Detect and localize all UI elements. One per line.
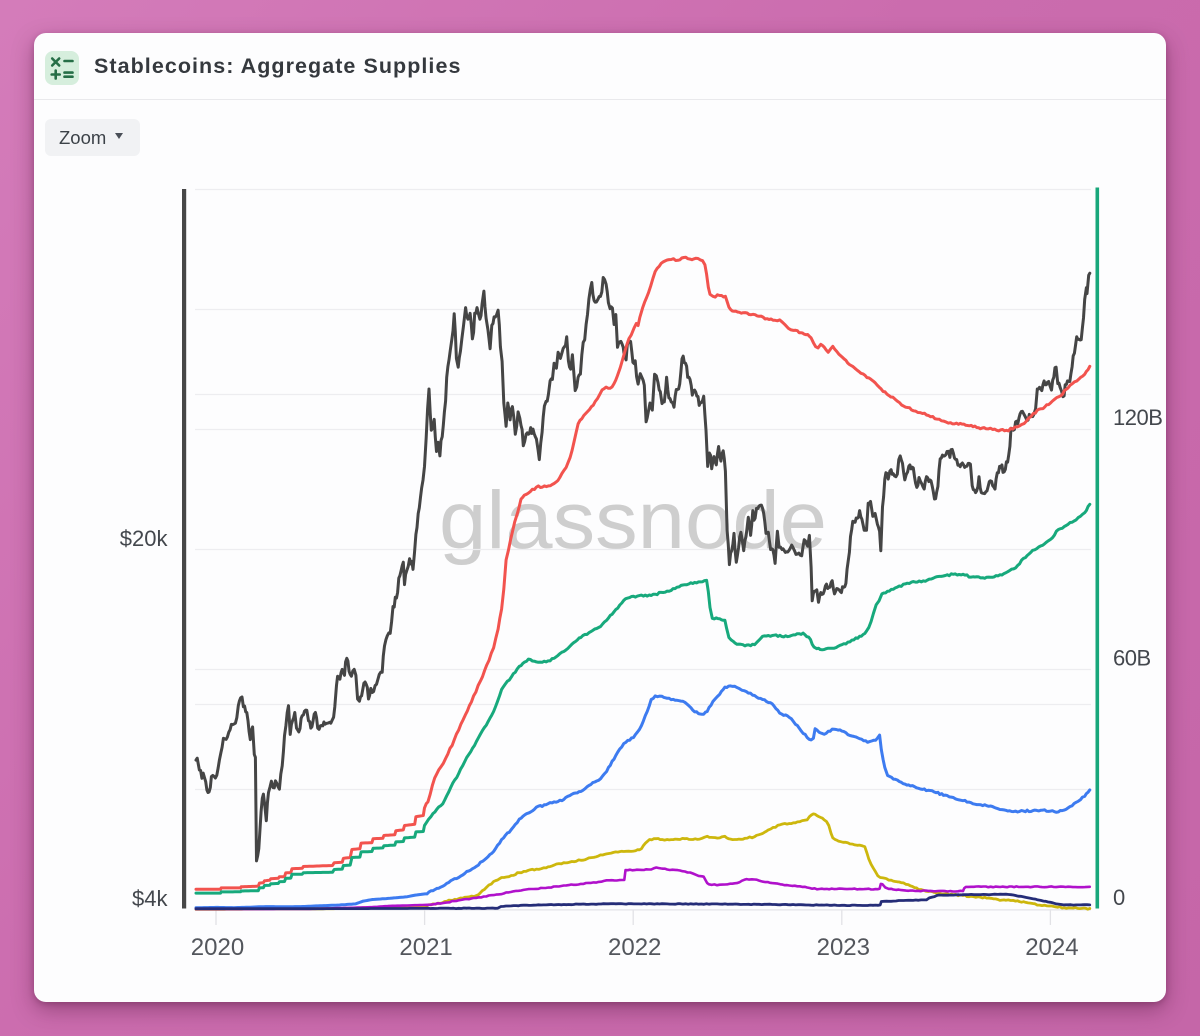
svg-text:2021: 2021 bbox=[399, 934, 452, 961]
svg-text:2023: 2023 bbox=[817, 934, 870, 961]
svg-text:glassnode: glassnode bbox=[439, 475, 827, 566]
svg-text:$20k: $20k bbox=[120, 526, 169, 551]
svg-text:$4k: $4k bbox=[132, 886, 168, 911]
svg-text:120B: 120B bbox=[1113, 405, 1162, 430]
svg-text:0: 0 bbox=[1113, 885, 1125, 910]
svg-text:2022: 2022 bbox=[608, 934, 661, 961]
svg-text:2020: 2020 bbox=[191, 934, 244, 961]
svg-text:2024: 2024 bbox=[1025, 934, 1078, 961]
svg-text:60B: 60B bbox=[1113, 646, 1151, 671]
